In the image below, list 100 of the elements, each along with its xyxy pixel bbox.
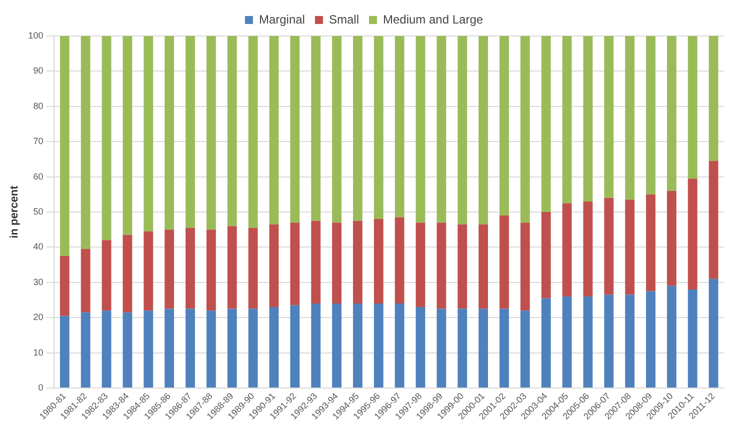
bar xyxy=(541,36,551,212)
bar xyxy=(646,36,656,194)
bar xyxy=(458,308,468,388)
y-tick-label: 20 xyxy=(33,312,44,322)
bar xyxy=(520,222,530,311)
bar xyxy=(708,278,718,388)
bar xyxy=(269,307,279,388)
y-tick-label: 10 xyxy=(33,347,44,358)
bar xyxy=(478,36,488,224)
bar xyxy=(144,231,154,311)
bar xyxy=(583,201,593,296)
bar xyxy=(227,226,237,309)
bar xyxy=(80,36,90,249)
bar xyxy=(541,298,551,388)
bar xyxy=(290,305,300,388)
bar xyxy=(478,224,488,309)
bar xyxy=(164,230,174,309)
bar xyxy=(604,198,614,295)
bar xyxy=(80,248,90,312)
bar xyxy=(688,289,698,388)
bar xyxy=(436,36,446,223)
bar xyxy=(458,36,468,224)
bar xyxy=(541,212,551,298)
bar xyxy=(206,310,216,388)
y-tick-label: 0 xyxy=(38,382,44,392)
bar xyxy=(290,36,300,223)
legend-label: Marginal xyxy=(258,12,305,26)
bar xyxy=(562,296,572,388)
bar xyxy=(688,36,698,179)
bar xyxy=(604,36,614,198)
bar xyxy=(562,36,572,204)
bar xyxy=(186,308,195,388)
bar xyxy=(206,36,216,230)
bar xyxy=(122,36,132,235)
bar xyxy=(583,296,593,388)
bar xyxy=(102,310,112,388)
y-tick-label: 80 xyxy=(33,100,44,111)
bar xyxy=(164,308,174,388)
bar xyxy=(206,230,216,311)
bar xyxy=(416,307,426,388)
bar xyxy=(458,224,468,309)
bar xyxy=(500,36,509,216)
y-tick-label: 100 xyxy=(28,30,44,40)
bar xyxy=(164,36,174,230)
bar xyxy=(60,256,70,316)
bar xyxy=(248,36,258,228)
bar xyxy=(666,286,676,388)
bar xyxy=(290,222,300,306)
bar xyxy=(520,310,530,388)
bar xyxy=(436,308,446,388)
bar xyxy=(394,217,404,304)
legend-label: Medium and Large xyxy=(382,12,484,26)
bar xyxy=(353,304,362,388)
bar xyxy=(374,304,384,388)
bar xyxy=(60,316,70,388)
bar xyxy=(102,240,112,311)
bar xyxy=(625,294,635,388)
bar xyxy=(311,304,321,388)
bar xyxy=(80,312,90,388)
bar xyxy=(353,220,362,304)
bar xyxy=(144,36,154,232)
bar xyxy=(500,308,509,388)
bar xyxy=(416,36,426,223)
y-tick-label: 70 xyxy=(33,136,44,146)
bar xyxy=(269,224,279,308)
bar xyxy=(248,228,258,309)
legend-label: Small xyxy=(328,12,359,26)
bar xyxy=(332,222,342,304)
bar xyxy=(562,203,572,296)
bar xyxy=(666,36,676,191)
bar xyxy=(604,294,614,388)
bar xyxy=(144,310,154,388)
bar xyxy=(436,222,446,309)
bar xyxy=(186,36,195,228)
bar xyxy=(227,308,237,388)
bar xyxy=(353,36,362,221)
bar xyxy=(122,234,132,312)
bar xyxy=(311,220,321,304)
bar xyxy=(478,308,488,388)
y-tick-label: 40 xyxy=(33,242,44,252)
bar xyxy=(332,304,342,388)
y-axis-title: in percent xyxy=(8,185,21,238)
bar xyxy=(394,36,404,218)
bar xyxy=(666,190,676,286)
bar xyxy=(60,36,70,256)
bar xyxy=(520,36,530,223)
bar xyxy=(500,216,509,309)
bar xyxy=(374,219,384,304)
bar xyxy=(646,194,656,292)
y-tick-label: 30 xyxy=(33,276,44,287)
bar xyxy=(269,36,279,224)
bar xyxy=(186,228,195,309)
bar xyxy=(102,36,112,240)
bar xyxy=(708,160,718,279)
bar xyxy=(688,178,698,290)
y-tick-label: 50 xyxy=(33,206,44,216)
bar xyxy=(311,36,321,221)
bar xyxy=(416,222,426,308)
bar xyxy=(646,291,656,388)
bar xyxy=(332,36,342,223)
